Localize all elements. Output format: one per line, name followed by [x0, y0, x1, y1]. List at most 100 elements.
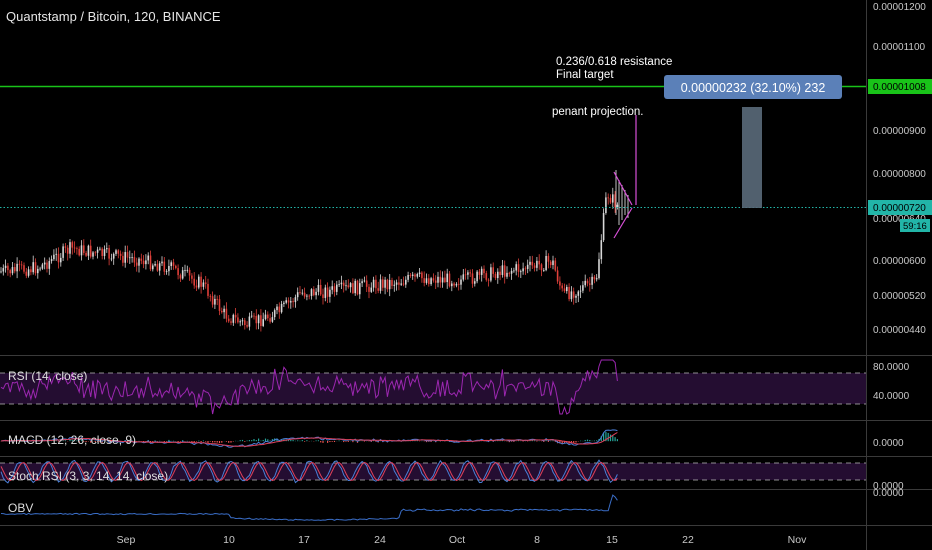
macd-histogram-bar: [290, 439, 292, 442]
candle-body: [540, 264, 543, 271]
candle-body: [476, 271, 478, 282]
candle-body: [119, 253, 122, 256]
candle-body: [283, 302, 285, 304]
macd-histogram-bar: [609, 434, 612, 442]
candle-body: [234, 314, 237, 318]
candle-body: [520, 271, 522, 273]
candle-body: [598, 259, 600, 279]
candle-body: [2, 268, 5, 272]
candle-body: [32, 262, 34, 273]
candle-body: [154, 263, 156, 266]
candle-body: [391, 279, 393, 286]
macd-histogram-bar: [584, 439, 586, 442]
pennant-drawing: [613, 115, 637, 239]
candle-body: [368, 286, 370, 292]
candle-body: [232, 314, 235, 323]
candle-body: [457, 283, 460, 285]
macd-histogram-bar: [253, 439, 255, 442]
candle-body: [556, 270, 559, 282]
candle-body: [117, 250, 120, 254]
candle-body: [14, 267, 16, 272]
candle-body: [570, 291, 573, 300]
candle-body: [145, 260, 147, 265]
candle-body: [50, 259, 53, 262]
price-tick: 0.00000900: [873, 126, 926, 137]
candle-body: [27, 269, 30, 276]
candle-body: [9, 270, 11, 274]
candle-body: [16, 263, 18, 272]
macd-histogram-bar: [322, 441, 324, 443]
candle-body: [225, 308, 228, 319]
candle-body: [313, 289, 315, 296]
candle-body: [324, 287, 327, 298]
candle-body: [586, 280, 589, 284]
macd-histogram-bar: [152, 441, 154, 442]
candle-body: [584, 280, 586, 286]
macd-histogram-bar: [76, 440, 78, 442]
candle-body: [430, 278, 432, 285]
candle-body: [421, 272, 423, 279]
macd-histogram-bar: [228, 441, 230, 443]
candle-body: [526, 264, 529, 269]
macd-histogram-bar: [375, 441, 377, 442]
candle-body: [80, 245, 83, 256]
candle-body: [432, 278, 435, 281]
candle-body: [589, 283, 591, 285]
candle-body: [299, 292, 301, 294]
macd-histogram-bar: [329, 441, 331, 443]
price-tick: 0.00000440: [873, 325, 926, 336]
macd-histogram-bar: [232, 441, 234, 442]
macd-histogram-bar: [361, 440, 363, 442]
candle-body: [301, 292, 304, 294]
candle-body: [393, 284, 396, 286]
macd-histogram-bar: [317, 440, 319, 442]
candle-body: [503, 265, 506, 277]
macd-histogram-bar: [241, 439, 244, 442]
candle-body: [99, 248, 101, 250]
candle-body: [315, 291, 317, 296]
candle-body: [41, 264, 44, 269]
macd-histogram-bar: [103, 440, 106, 442]
macd-histogram-bar: [547, 441, 549, 442]
candle-body: [377, 288, 379, 291]
candle-body: [398, 282, 400, 285]
candle-body: [402, 283, 405, 285]
candle-body: [342, 282, 345, 286]
candle-body: [336, 284, 338, 292]
candle-body: [483, 268, 485, 274]
price-axis: 0.00001200 0.00001100 0.00000900 0.00000…: [873, 2, 926, 336]
candle-body: [329, 289, 331, 297]
macd-histogram-bar: [513, 441, 515, 442]
candle-body: [614, 194, 616, 208]
macd-histogram-bar: [57, 441, 60, 442]
macd-histogram-bar: [596, 440, 598, 442]
candle-body: [363, 280, 366, 282]
candle-body: [543, 270, 545, 271]
candle-body: [110, 258, 113, 260]
macd-histogram-bar: [216, 441, 218, 443]
candle-body: [0, 271, 2, 273]
candle-body: [345, 285, 347, 287]
candle-body: [267, 314, 269, 319]
candle-body: [142, 260, 145, 265]
time-axis: Sep 10 17 24 Oct 8 15 22 Nov: [117, 534, 807, 546]
candle-body: [434, 280, 437, 283]
time-tick: 8: [534, 534, 540, 546]
macd-histogram-bar: [163, 441, 165, 442]
macd-histogram-bar: [333, 441, 336, 443]
candle-body: [188, 269, 191, 276]
green-price-label: 0.00001008: [873, 82, 926, 93]
candle-body: [262, 319, 264, 326]
candle-body: [538, 260, 540, 265]
candle-body: [131, 257, 133, 258]
macd-histogram-bar: [255, 440, 257, 442]
macd-histogram-bar: [343, 441, 345, 443]
macd-histogram-bar: [306, 440, 308, 442]
candle-body: [349, 283, 352, 288]
macd-histogram-bar: [301, 440, 303, 442]
macd-histogram-bar: [83, 441, 85, 442]
candle-body: [444, 277, 446, 283]
candle-body: [101, 248, 103, 256]
candle-body: [471, 273, 474, 284]
candle-body: [193, 278, 195, 286]
